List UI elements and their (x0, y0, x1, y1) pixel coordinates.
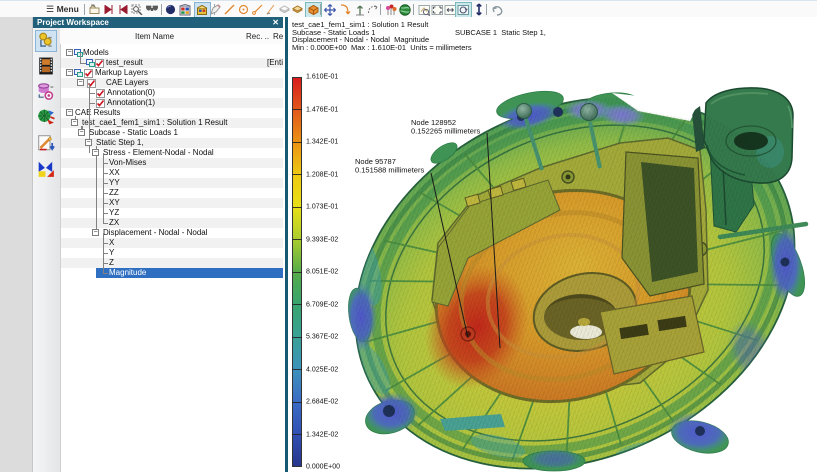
svg-text:0.152265 millimeters: 0.152265 millimeters (411, 127, 480, 136)
svg-text:Node 128952: Node 128952 (411, 118, 456, 127)
svg-text:0.151588 millimeters: 0.151588 millimeters (355, 166, 424, 175)
svg-text:Node 95787: Node 95787 (355, 157, 396, 166)
